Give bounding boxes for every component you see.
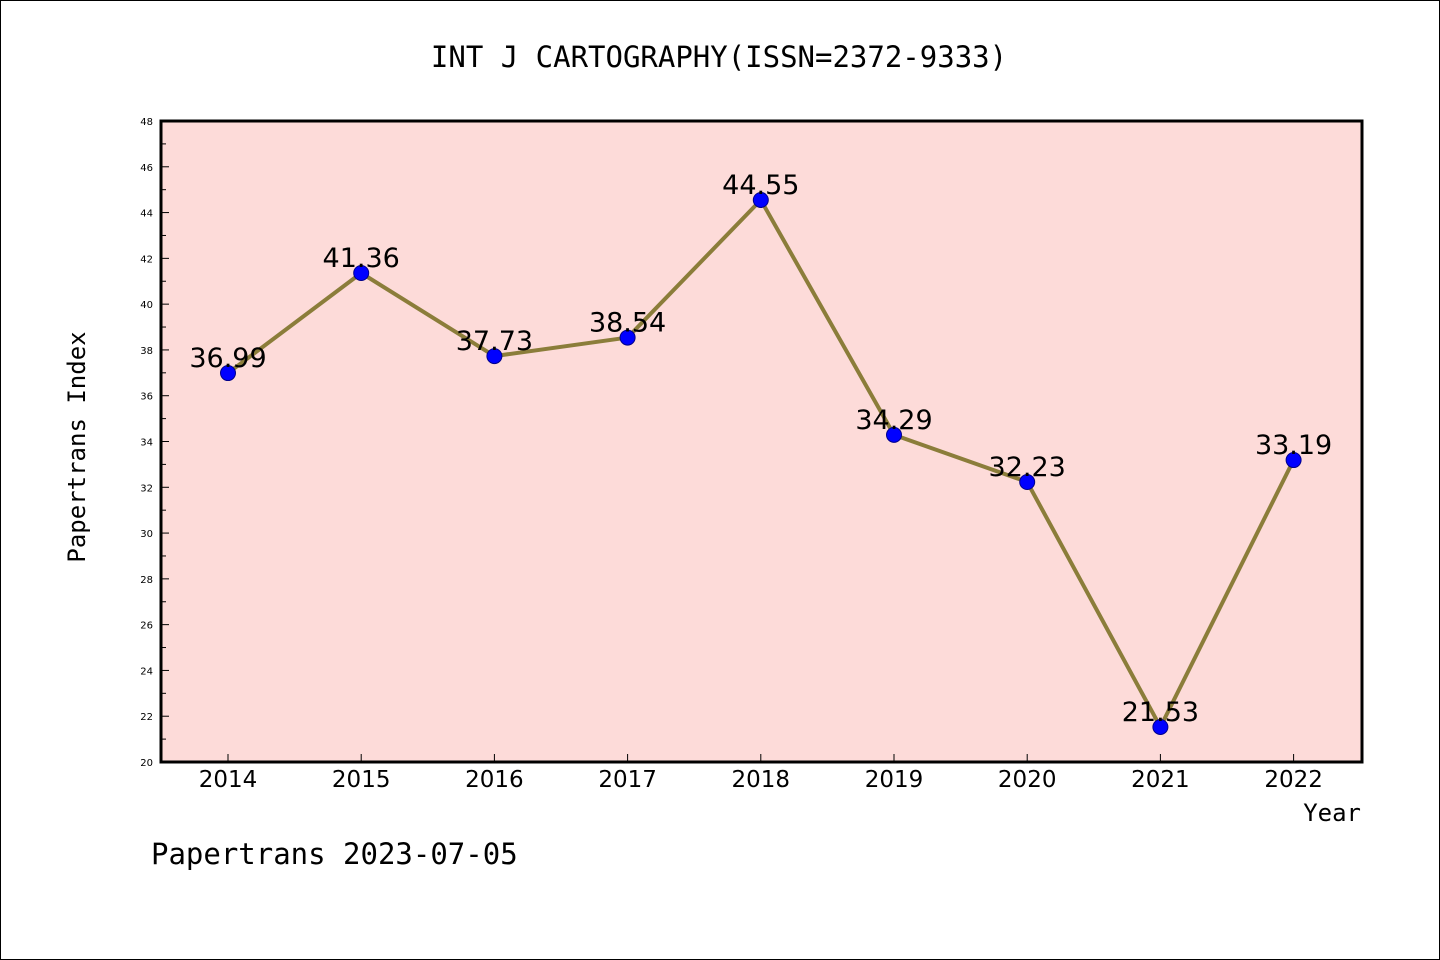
x-tick-label: 2020 [998, 767, 1057, 793]
chart-title: INT J CARTOGRAPHY(ISSN=2372-9333) [431, 40, 1007, 74]
y-tick-label: 44 [140, 209, 153, 220]
data-label: 36.99 [189, 343, 266, 374]
y-tick-label: 24 [140, 666, 153, 677]
plot-area [159, 119, 1364, 764]
y-axis: 20 22 24 26 28 30 32 34 36 38 40 42 44 46 48 [140, 117, 169, 769]
data-label: 34.29 [855, 405, 932, 436]
data-point [886, 426, 902, 443]
x-axis-title: Year [1303, 799, 1361, 827]
data-point [619, 329, 636, 346]
x-tick-label: 2022 [1264, 767, 1323, 793]
y-tick-label: 36 [140, 392, 153, 403]
series-layer [220, 191, 1302, 735]
x-tick-label: 2018 [732, 767, 791, 793]
data-label: 33.19 [1255, 430, 1332, 461]
y-tick-label: 26 [140, 621, 153, 632]
x-tick-label: 2015 [332, 767, 391, 793]
y-tick-label: 46 [140, 163, 153, 174]
x-tick-label: 2019 [865, 767, 924, 793]
data-label: 38.54 [589, 308, 666, 339]
data-label: 41.36 [323, 243, 400, 274]
y-tick-label: 48 [140, 117, 153, 128]
y-tick-label: 38 [140, 346, 153, 357]
footer-date: Papertrans 2023-07-05 [151, 837, 518, 871]
x-tick-label: 2014 [199, 767, 258, 793]
y-tick-label: 20 [140, 758, 153, 769]
y-tick-label: 28 [140, 575, 153, 586]
x-tick-label: 2017 [598, 767, 657, 793]
y-axis-title: Papertrans Index [63, 331, 91, 562]
y-tick-label: 30 [140, 529, 153, 540]
data-label: 44.55 [722, 170, 799, 201]
data-label: 21.53 [1122, 697, 1199, 728]
data-point [353, 265, 370, 282]
x-axis: 2014 2015 2016 2017 2018 2019 2020 2021 2022 [199, 754, 1323, 793]
data-point [486, 348, 503, 365]
x-tick-label: 2021 [1131, 767, 1190, 793]
data-labels: 36.99 41.36 37.73 38.54 44.55 34.29 32.23 21.53… [189, 170, 1332, 728]
data-point [752, 191, 769, 208]
y-tick-label: 22 [140, 712, 153, 723]
y-tick-label: 34 [140, 438, 153, 449]
data-point [220, 365, 236, 382]
y-tick-label: 32 [140, 483, 153, 494]
data-label: 32.23 [989, 452, 1066, 483]
x-tick-label: 2016 [465, 767, 524, 793]
data-label: 37.73 [456, 326, 533, 357]
data-point [1285, 452, 1302, 469]
data-point [1019, 474, 1036, 491]
y-tick-label: 42 [140, 254, 153, 265]
data-point [1152, 718, 1169, 735]
y-tick-label: 40 [140, 300, 153, 311]
